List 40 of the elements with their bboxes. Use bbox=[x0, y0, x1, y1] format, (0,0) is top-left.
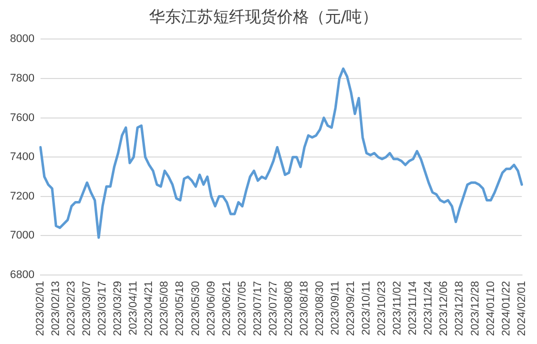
x-tick-label: 2023/08/18 bbox=[298, 280, 310, 336]
x-tick-label: 2023/03/29 bbox=[112, 280, 124, 336]
x-tick-label: 2023/06/21 bbox=[220, 280, 233, 336]
x-tick-label: 2023/12/28 bbox=[469, 280, 482, 336]
x-tick-label: 2023/10/11 bbox=[360, 280, 373, 336]
x-tick-label: 2023/05/08 bbox=[158, 280, 171, 336]
x-tick-label: 2023/03/17 bbox=[96, 280, 109, 336]
x-tick-label: 2023/09/21 bbox=[345, 280, 358, 336]
x-tick-label: 2023/09/11 bbox=[330, 280, 342, 336]
x-tick-label: 2024/01/10 bbox=[484, 280, 497, 336]
x-tick-label: 2023/04/11 bbox=[128, 280, 140, 336]
y-tick-label: 7600 bbox=[10, 112, 34, 124]
x-tick-label: 2023/06/09 bbox=[205, 280, 218, 336]
chart-title: 华东江苏短纤现货价格（元/吨） bbox=[148, 6, 378, 26]
x-tick-label: 2023/07/17 bbox=[252, 280, 264, 336]
x-tick-label: 2023/11/14 bbox=[407, 280, 420, 336]
y-tick-label: 6800 bbox=[10, 268, 34, 281]
x-tick-label: 2023/08/08 bbox=[282, 280, 295, 336]
x-tick-label: 2023/11/02 bbox=[392, 280, 404, 336]
y-tick-label: 7800 bbox=[10, 72, 34, 85]
x-tick-label: 2023/05/30 bbox=[190, 280, 202, 336]
y-tick-label: 7400 bbox=[10, 151, 34, 164]
y-tick-label: 8000 bbox=[10, 33, 34, 46]
x-tick-label: 2023/02/01 bbox=[34, 280, 46, 336]
x-tick-label: 2023/02/23 bbox=[66, 280, 78, 336]
y-tick-label: 7200 bbox=[10, 190, 34, 202]
x-tick-label: 2023/10/23 bbox=[376, 280, 388, 336]
x-tick-label: 2023/08/30 bbox=[314, 280, 326, 336]
x-tick-label: 2023/11/24 bbox=[422, 280, 435, 336]
x-tick-label: 2024/01/22 bbox=[500, 280, 512, 336]
x-tick-label: 2023/04/21 bbox=[143, 280, 156, 336]
x-tick-label: 2023/07/05 bbox=[236, 280, 248, 336]
y-tick-label: 7000 bbox=[10, 230, 34, 242]
x-tick-label: 2023/02/13 bbox=[50, 280, 62, 336]
x-tick-label: 2023/12/18 bbox=[454, 280, 466, 336]
x-tick-label: 2024/02/01 bbox=[516, 280, 528, 336]
x-tick-label: 2023/12/06 bbox=[438, 280, 450, 336]
x-tick-label: 2023/03/07 bbox=[81, 280, 94, 336]
x-tick-label: 2023/05/18 bbox=[174, 280, 186, 336]
x-tick-label: 2023/07/27 bbox=[267, 280, 280, 336]
